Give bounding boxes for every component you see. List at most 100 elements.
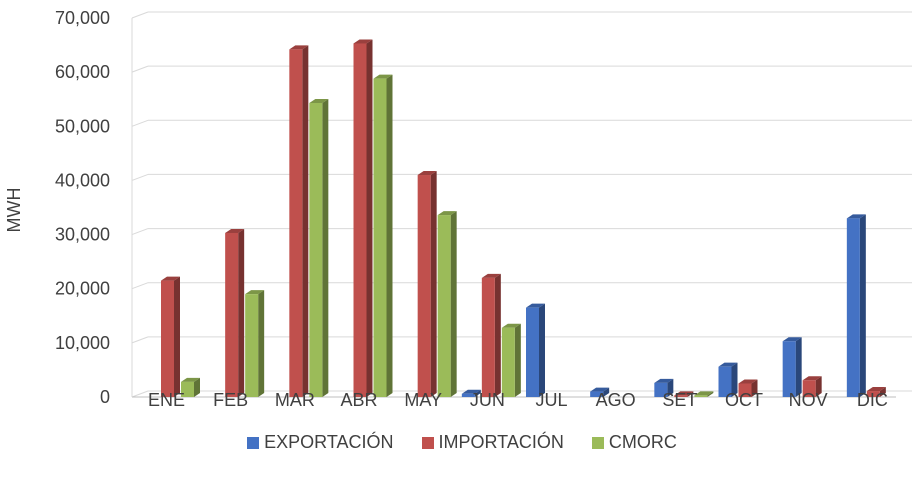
bar-top xyxy=(181,377,200,382)
bar-top xyxy=(461,389,481,394)
bar-front xyxy=(181,381,194,397)
bar-top xyxy=(846,214,866,219)
bar-side xyxy=(687,391,694,397)
bar-top xyxy=(245,290,265,295)
gridline-side xyxy=(131,282,149,290)
bar-front xyxy=(718,366,732,397)
bar-top xyxy=(718,362,738,367)
bar-front xyxy=(654,382,668,397)
bar xyxy=(866,387,886,397)
legend-swatch xyxy=(421,436,434,449)
bar-side xyxy=(751,379,758,397)
x-tick-label: JUL xyxy=(535,390,567,410)
y-tick-label: 70,000 xyxy=(55,8,110,28)
legend-label: IMPORTACIÓN xyxy=(438,432,564,452)
grid xyxy=(131,11,912,398)
bar-front xyxy=(353,43,367,397)
bar-front xyxy=(245,294,259,397)
bar-side xyxy=(386,74,393,397)
bar-top xyxy=(866,387,886,392)
bar-top xyxy=(590,387,610,392)
bar-front xyxy=(738,383,752,397)
bar xyxy=(654,378,674,397)
x-tick-label: DIC xyxy=(857,390,888,410)
gridline-side xyxy=(131,11,149,19)
legend-swatch xyxy=(247,436,260,449)
x-tick-label: NOV xyxy=(789,390,828,410)
bar xyxy=(161,276,180,397)
bar-top xyxy=(417,171,437,176)
bar-side xyxy=(603,387,610,397)
legend-item: EXPORTACIÓN xyxy=(247,432,394,453)
bar xyxy=(846,214,866,397)
x-tick-label: OCT xyxy=(725,390,763,410)
bar xyxy=(738,379,758,397)
labels: 0 10,000 20,000 30,000 40,000 50,000 60,000 70,… xyxy=(55,8,888,410)
y-tick-label: 30,000 xyxy=(55,225,110,245)
bar-top xyxy=(738,379,758,384)
x-tick-label: MAR xyxy=(275,390,315,410)
bar-side xyxy=(450,211,457,397)
bar xyxy=(353,39,373,397)
bar-front xyxy=(674,395,688,397)
bar xyxy=(373,74,393,397)
bar xyxy=(461,389,481,397)
legend: EXPORTACIÓN IMPORTACIÓN CMORC xyxy=(0,432,924,453)
bars xyxy=(161,39,886,398)
bar-front xyxy=(694,395,708,397)
bar-side xyxy=(514,323,521,397)
bar-front xyxy=(289,49,303,397)
legend-label: EXPORTACIÓN xyxy=(264,432,394,452)
bar-top xyxy=(802,376,822,381)
bar-top xyxy=(694,391,714,396)
bar-side xyxy=(731,362,738,397)
bar xyxy=(501,323,521,397)
x-tick-label: FEB xyxy=(213,390,248,410)
bar-side xyxy=(539,303,545,397)
bar xyxy=(694,391,714,397)
bar-top xyxy=(782,337,802,342)
bar-side xyxy=(258,290,265,397)
bar xyxy=(802,376,822,397)
bar-side xyxy=(494,273,501,397)
chart-canvas: 0 10,000 20,000 30,000 40,000 50,000 60,000 70,… xyxy=(4,8,912,410)
bar-front xyxy=(373,78,387,397)
bar-side xyxy=(366,39,373,397)
bar-side xyxy=(667,378,674,397)
bar-side xyxy=(474,389,481,397)
bar-top xyxy=(481,273,501,278)
bar-side xyxy=(815,376,822,397)
gridline-side xyxy=(131,119,149,127)
bar-side xyxy=(238,228,245,397)
x-tick-label: AGO xyxy=(596,390,636,410)
x-tick-label: ENE xyxy=(148,390,185,410)
y-tick-label: 20,000 xyxy=(55,279,110,299)
bar-front xyxy=(802,380,816,397)
bar-side xyxy=(879,387,886,397)
bar-top xyxy=(225,228,245,233)
bar xyxy=(674,391,694,397)
bar xyxy=(225,228,245,397)
bar-front xyxy=(437,215,451,397)
bar xyxy=(245,290,265,397)
gridline-side xyxy=(131,65,149,73)
gridline-side xyxy=(131,173,149,181)
y-tick-label: 10,000 xyxy=(55,333,110,353)
bar-front xyxy=(417,175,431,397)
y-tick-label: 50,000 xyxy=(55,116,110,136)
bar xyxy=(417,171,437,397)
bar-side xyxy=(859,214,866,397)
bar-front xyxy=(501,327,515,397)
bar-side xyxy=(430,171,437,397)
x-tick-label: ABR xyxy=(340,390,377,410)
bar-top xyxy=(289,45,309,50)
bar-top xyxy=(373,74,393,79)
bar-top xyxy=(353,39,373,44)
bar-front xyxy=(461,393,475,397)
bar-front xyxy=(309,103,323,398)
bar-top xyxy=(674,391,694,396)
bar-side xyxy=(302,45,309,397)
bar xyxy=(181,377,200,397)
gridline-side xyxy=(131,390,149,398)
legend-item: IMPORTACIÓN xyxy=(421,432,564,453)
